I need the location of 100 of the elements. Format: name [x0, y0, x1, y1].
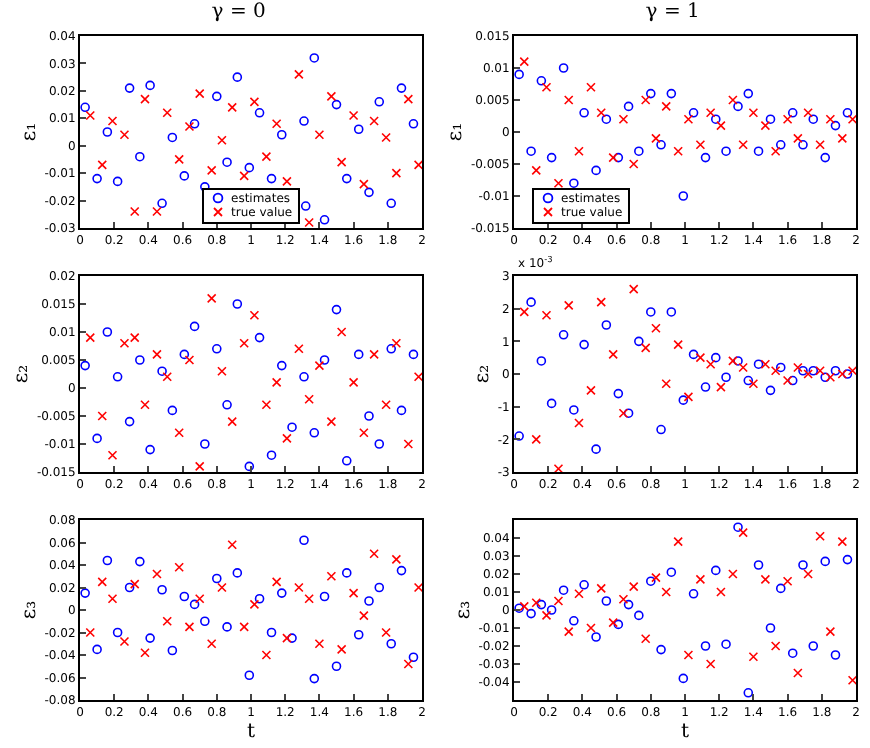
point — [112, 372, 123, 382]
point — [408, 118, 419, 129]
point — [656, 140, 666, 150]
point — [386, 344, 397, 354]
point — [579, 108, 589, 118]
point — [558, 585, 569, 595]
point — [569, 405, 579, 415]
point — [608, 152, 618, 163]
point — [145, 633, 155, 643]
point — [227, 539, 237, 550]
point — [728, 356, 738, 366]
point — [808, 641, 819, 651]
point — [683, 392, 694, 402]
point — [294, 344, 304, 354]
point — [688, 589, 699, 599]
point — [129, 206, 140, 217]
point — [541, 610, 552, 621]
point — [217, 582, 227, 593]
point — [656, 644, 666, 655]
point — [651, 323, 661, 334]
point — [820, 152, 831, 163]
point — [646, 307, 656, 317]
point — [244, 461, 255, 472]
point — [596, 108, 607, 118]
point — [546, 398, 557, 409]
point — [391, 168, 402, 178]
point — [304, 394, 314, 404]
point — [102, 127, 113, 137]
point — [569, 178, 579, 188]
point — [775, 140, 786, 150]
point — [596, 297, 607, 307]
point — [541, 310, 552, 320]
point — [391, 554, 402, 565]
point — [640, 634, 651, 644]
point — [743, 375, 754, 386]
point — [102, 555, 113, 566]
point — [174, 154, 184, 165]
point — [145, 80, 155, 91]
point — [634, 146, 644, 156]
point — [299, 372, 309, 382]
point — [222, 157, 232, 167]
point — [514, 603, 524, 613]
point — [194, 461, 205, 472]
point — [770, 146, 781, 156]
point — [700, 152, 711, 163]
point — [634, 336, 644, 347]
point — [678, 673, 689, 684]
point — [738, 140, 748, 150]
point — [661, 379, 671, 389]
point — [92, 433, 102, 444]
point — [563, 95, 574, 105]
point — [628, 284, 639, 294]
point — [189, 599, 200, 610]
point — [803, 108, 813, 118]
point — [359, 179, 369, 189]
point — [721, 639, 731, 649]
point — [743, 688, 754, 698]
point — [705, 108, 716, 118]
point — [695, 140, 706, 150]
point — [396, 83, 407, 93]
point — [738, 527, 748, 538]
point — [331, 304, 342, 315]
point — [634, 610, 644, 621]
point — [381, 627, 391, 638]
point — [519, 307, 530, 317]
point — [760, 359, 771, 369]
point — [531, 165, 542, 176]
point — [348, 377, 359, 388]
point — [174, 562, 184, 573]
point — [179, 591, 190, 602]
point — [97, 577, 108, 587]
point — [733, 101, 743, 112]
point — [623, 408, 634, 418]
point — [782, 576, 793, 586]
point — [304, 593, 314, 604]
point — [408, 652, 419, 663]
point — [728, 95, 738, 105]
point — [276, 360, 287, 371]
point — [200, 439, 210, 449]
point — [413, 160, 422, 170]
point — [364, 187, 374, 198]
point — [129, 579, 140, 589]
point — [825, 626, 836, 637]
chart-title: γ = 0 — [211, 0, 266, 23]
point — [212, 91, 222, 102]
point — [124, 83, 135, 93]
point — [314, 360, 325, 371]
point — [574, 146, 584, 156]
point — [408, 349, 419, 360]
point — [249, 599, 260, 610]
point — [646, 88, 656, 99]
point — [80, 360, 90, 371]
point — [194, 88, 205, 99]
point — [683, 114, 694, 124]
point — [374, 97, 385, 107]
point — [830, 365, 841, 376]
point — [304, 217, 314, 228]
point — [837, 536, 848, 547]
point — [710, 114, 721, 124]
point — [591, 632, 601, 642]
